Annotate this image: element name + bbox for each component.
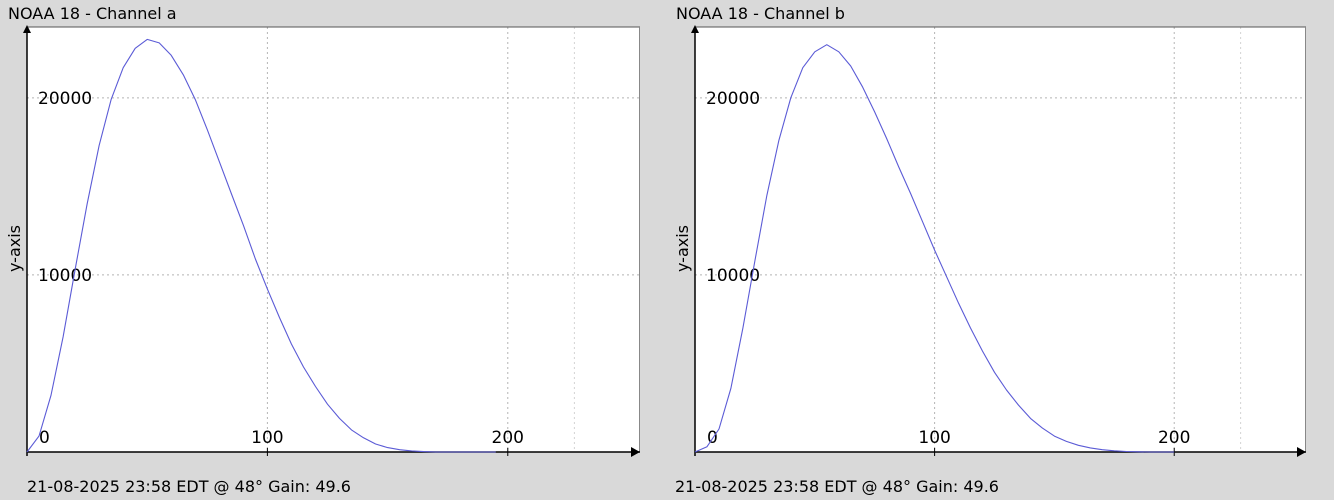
x-tick-label: 100: [251, 428, 283, 448]
chart-panel-channel-a: NOAA 18 - Channel a 0 100 200 10000 20000 y-a…: [0, 0, 640, 500]
y-tick-label: 10000: [706, 266, 760, 286]
y-tick-label: 20000: [706, 89, 760, 109]
x-tick-label: 0: [39, 428, 50, 448]
x-axis-arrow: [631, 447, 640, 457]
y-axis-arrow: [23, 25, 31, 33]
chart-panel-channel-b: NOAA 18 - Channel b 0 100 200 10000 20000 y-a…: [668, 0, 1308, 500]
y-axis-title: y-axis: [673, 225, 692, 272]
x-tick-label: 200: [1158, 428, 1190, 448]
series-line: [694, 44, 1175, 453]
y-tick-label: 10000: [38, 266, 92, 286]
x-tick-label: 100: [918, 428, 950, 448]
x-tick-label: 200: [492, 428, 524, 448]
chart-footer-status: 21-08-2025 23:58 EDT @ 48° Gain: 49.6: [27, 477, 351, 496]
series-line: [26, 38, 496, 453]
line-chart: 0 100 200 10000 20000 y-axis: [5, 25, 640, 457]
plot-area: [27, 27, 640, 452]
y-axis-title: y-axis: [5, 225, 24, 272]
x-axis-arrow: [1297, 447, 1306, 457]
plot-area: [695, 27, 1306, 452]
chart-footer-status: 21-08-2025 23:58 EDT @ 48° Gain: 49.6: [675, 477, 999, 496]
y-tick-label: 20000: [38, 89, 92, 109]
y-axis-arrow: [691, 25, 699, 33]
chart-title: NOAA 18 - Channel a: [8, 4, 177, 23]
chart-title: NOAA 18 - Channel b: [676, 4, 845, 23]
